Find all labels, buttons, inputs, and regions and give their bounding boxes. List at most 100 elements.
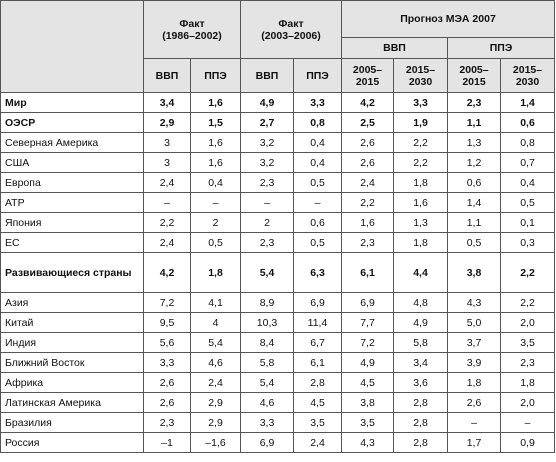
cell: 1,6	[393, 192, 448, 213]
corner-cell	[0, 0, 144, 93]
cell: 6,1	[341, 252, 394, 293]
cell: –	[143, 192, 191, 213]
cell: 6,9	[341, 292, 394, 313]
row-label: Латинская Америка	[0, 392, 144, 413]
cell: 6,1	[293, 352, 342, 373]
cell: 2,4	[293, 432, 342, 453]
cell: 2	[240, 212, 294, 233]
cell: 4,2	[143, 252, 191, 293]
table-row: Индия 5,6 5,4 8,4 6,7 7,2 5,8 3,7 3,5	[0, 332, 556, 353]
row-label: Северная Америка	[0, 132, 144, 153]
cell: 0,5	[499, 192, 556, 213]
cell: 0,9	[499, 432, 556, 453]
table-row: Латинская Америка 2,6 2,9 4,6 4,5 3,8 2,8 2,6 2,…	[0, 392, 556, 413]
cell: 3,8	[447, 252, 501, 293]
cell: 2,4	[341, 172, 394, 193]
cell: 3,6	[393, 372, 448, 393]
table-row: Развивающиеся страны 4,2 1,8 5,4 6,3 6,1 4,4 3,…	[0, 252, 556, 293]
cell: 1,6	[190, 152, 241, 173]
header-cell: 2005– 2015	[447, 58, 501, 93]
cell: 4,8	[393, 292, 448, 313]
cell: 0,5	[293, 172, 342, 193]
cell: 2,9	[190, 412, 241, 433]
table-row: Япония 2,2 2 2 0,6 1,6 1,3 1,1 0,1	[0, 212, 556, 233]
cell: 2,7	[240, 112, 294, 133]
cell: 5,4	[190, 332, 241, 353]
row-label: США	[0, 152, 144, 173]
cell: 2,2	[499, 252, 556, 293]
cell: 4,5	[341, 372, 394, 393]
cell: –1	[143, 432, 191, 453]
cell: 5,0	[447, 312, 501, 333]
header-cell: ППЭ	[190, 58, 241, 93]
cell: 7,2	[143, 292, 191, 313]
cell: 4,5	[293, 392, 342, 413]
table-row: Азия 7,2 4,1 8,9 6,9 6,9 4,8 4,3 2,2	[0, 292, 556, 313]
cell: 2,3	[240, 232, 294, 253]
cell: 3,3	[143, 352, 191, 373]
table-row: ОЭСР 2,9 1,5 2,7 0,8 2,5 1,9 1,1 0,6	[0, 112, 556, 133]
cell: 2,8	[393, 432, 448, 453]
cell: 3,3	[240, 412, 294, 433]
row-label: Индия	[0, 332, 144, 353]
cell: 1,1	[447, 212, 501, 233]
cell: 3,9	[447, 352, 501, 373]
cell: 2,8	[393, 392, 448, 413]
cell: 3	[143, 132, 191, 153]
cell: 0,5	[293, 232, 342, 253]
cell: 2,6	[341, 132, 394, 153]
cell: 1,9	[393, 112, 448, 133]
cell: 0,3	[499, 232, 556, 253]
cell: 3,2	[240, 132, 294, 153]
cell: 2,0	[499, 312, 556, 333]
header-cell: Прогноз МЭА 2007	[340, 0, 556, 38]
row-label: Азия	[0, 292, 144, 313]
row-label: Россия	[0, 432, 144, 453]
table-row: АТР – – – –2,2 1,6 1,4 0,5	[0, 192, 556, 213]
cell: 4,6	[240, 392, 294, 413]
cell: 4,9	[341, 352, 394, 373]
cell: 2,9	[143, 112, 191, 133]
cell: 2,4	[190, 372, 241, 393]
cell: 0,6	[447, 172, 501, 193]
header-cell: ВВП	[240, 58, 294, 93]
cell: –	[293, 192, 342, 213]
cell: 1,3	[447, 132, 501, 153]
cell: 1,2	[447, 152, 501, 173]
cell: 0,4	[499, 172, 556, 193]
header-cell: ВВП	[341, 37, 448, 59]
cell: 6,9	[240, 432, 294, 453]
cell: 4,1	[190, 292, 241, 313]
cell: 1,7	[447, 432, 501, 453]
cell: 1,5	[190, 112, 241, 133]
cell: 2,6	[143, 392, 191, 413]
cell: 0,5	[447, 232, 501, 253]
cell: 1,8	[499, 372, 556, 393]
header-cell: 2005– 2015	[341, 58, 394, 93]
cell: –	[447, 412, 501, 433]
cell: 2,8	[393, 412, 448, 433]
row-label: Япония	[0, 212, 144, 233]
cell: 3,5	[499, 332, 556, 353]
cell: 5,6	[143, 332, 191, 353]
cell: 3,5	[341, 412, 394, 433]
cell: 0,7	[499, 152, 556, 173]
table-row: Африка 2,6 2,4 5,4 2,8 4,5 3,6 1,8 1,8	[0, 372, 556, 393]
row-label: Африка	[0, 372, 144, 393]
table-row: Китай 9,5 4 10,3 11,4 7,7 4,9 5,0 2,0	[0, 312, 556, 333]
cell: 2,0	[499, 392, 556, 413]
row-label: Европа	[0, 172, 144, 193]
cell: 6,7	[293, 332, 342, 353]
cell: 5,4	[240, 372, 294, 393]
cell: 2,2	[143, 212, 191, 233]
cell: 4,9	[393, 312, 448, 333]
cell: 2,2	[499, 292, 556, 313]
cell: 0,4	[293, 152, 342, 173]
cell: 2,6	[341, 152, 394, 173]
cell: 8,4	[240, 332, 294, 353]
cell: 0,4	[293, 132, 342, 153]
cell: 1,4	[499, 92, 556, 113]
cell: 3,7	[447, 332, 501, 353]
cell: 0,4	[190, 172, 241, 193]
cell: 3,3	[393, 92, 448, 113]
